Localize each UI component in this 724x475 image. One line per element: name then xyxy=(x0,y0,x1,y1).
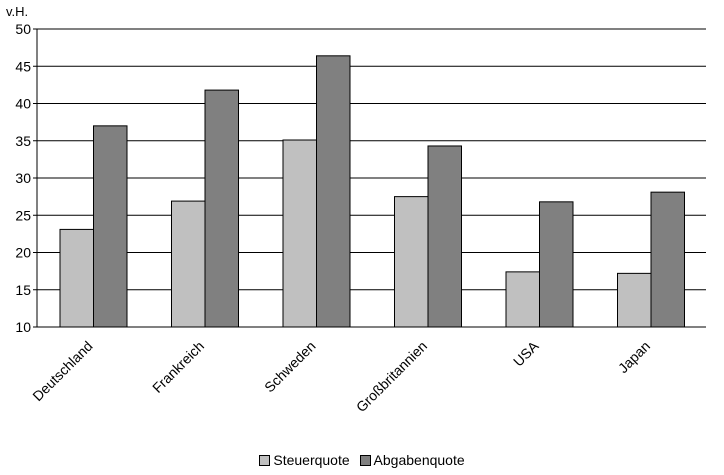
bar-steuerquote-5 xyxy=(505,271,540,328)
bar-abgabenquote-4 xyxy=(427,145,462,328)
legend-swatch-abgabenquote xyxy=(359,454,371,466)
legend-label-abgabenquote: Abgabenquote xyxy=(373,452,465,468)
y-tick-label: 45 xyxy=(15,58,31,74)
axes xyxy=(33,28,706,328)
bar-abgabenquote-1 xyxy=(93,125,128,328)
bars xyxy=(59,55,685,328)
category-label: Deutschland xyxy=(29,338,95,404)
legend-item-steuerquote: Steuerquote xyxy=(259,452,350,468)
category-labels: Deutschland Frankreich Schweden Großbritann… xyxy=(29,337,653,415)
y-tick-label: 10 xyxy=(15,319,31,335)
bar-steuerquote-6 xyxy=(617,272,652,328)
bar-steuerquote-4 xyxy=(394,196,429,328)
y-axis-unit-label: v.H. xyxy=(6,4,28,19)
category-label: Großbritannien xyxy=(353,338,430,415)
bar-abgabenquote-3 xyxy=(316,55,351,328)
gridlines xyxy=(37,28,706,291)
bar-steuerquote-3 xyxy=(282,139,317,328)
bar-steuerquote-2 xyxy=(171,200,206,328)
y-tick-label: 25 xyxy=(15,207,31,223)
legend: Steuerquote Abgabenquote xyxy=(0,452,724,469)
category-label: Schweden xyxy=(261,338,319,396)
y-tick-label: 20 xyxy=(15,245,31,261)
bar-chart: v.H. 10 15 20 25 30 35 40 45 50 Deutschland Frank… xyxy=(6,4,706,415)
y-tick-label: 40 xyxy=(15,96,31,112)
bar-abgabenquote-5 xyxy=(539,201,574,328)
y-tick-labels: 10 15 20 25 30 35 40 45 50 xyxy=(15,21,31,335)
category-label: USA xyxy=(510,337,542,369)
y-tick-label: 15 xyxy=(15,282,31,298)
y-tick-label: 30 xyxy=(15,170,31,186)
legend-item-abgabenquote: Abgabenquote xyxy=(359,452,465,468)
bar-abgabenquote-6 xyxy=(650,191,685,328)
category-label: Frankreich xyxy=(149,338,207,396)
y-tick-label: 35 xyxy=(15,133,31,149)
category-label: Japan xyxy=(615,338,653,376)
legend-label-steuerquote: Steuerquote xyxy=(273,452,350,468)
bar-steuerquote-1 xyxy=(59,228,94,328)
y-tick-label: 50 xyxy=(15,21,31,37)
legend-swatch-steuerquote xyxy=(259,454,271,466)
bar-abgabenquote-2 xyxy=(204,89,239,328)
